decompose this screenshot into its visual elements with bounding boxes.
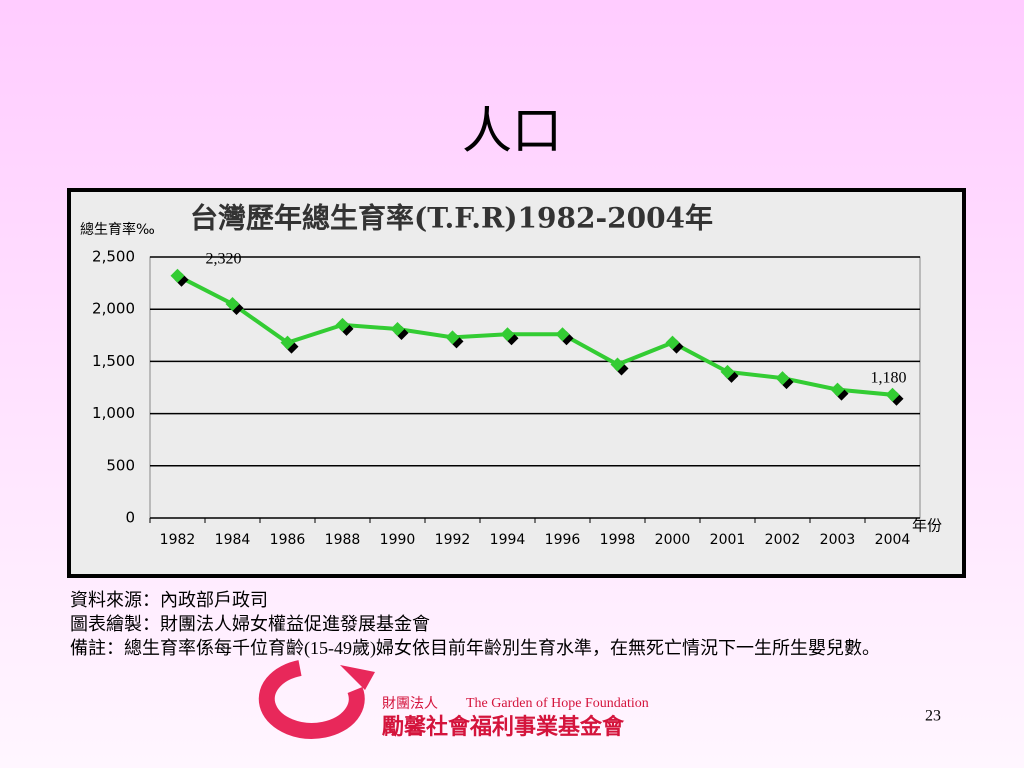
logo-prefix: 財團法人 xyxy=(382,696,438,712)
x-tick-label: 1984 xyxy=(215,532,251,548)
marker xyxy=(720,364,735,379)
note: 資料來源：內政部戶政司 xyxy=(70,590,268,610)
note: 備註：總生育率係每千位育齡(15-49歲)婦女依目前年齡別生育水準，在無死亡情況… xyxy=(70,638,880,658)
marker xyxy=(225,296,240,311)
y-tick-label: 1,000 xyxy=(92,404,135,422)
data-label: 2,320 xyxy=(206,250,242,267)
x-axis-label: 年份 xyxy=(912,517,942,535)
x-tick-label: 1996 xyxy=(545,532,581,548)
y-tick-label: 2,500 xyxy=(92,248,135,266)
x-tick-label: 2004 xyxy=(875,532,911,548)
marker xyxy=(445,330,460,345)
data-label: 1,180 xyxy=(871,369,907,386)
note: 圖表繪製：財團法人婦女權益促進發展基金會 xyxy=(70,614,430,634)
marker xyxy=(885,387,900,402)
marker xyxy=(390,322,405,337)
x-tick-label: 1998 xyxy=(600,532,636,548)
x-tick-label: 1988 xyxy=(325,532,361,548)
logo-english: The Garden of Hope Foundation xyxy=(466,696,649,711)
chart-title: 台灣歷年總生育率(T.F.R)1982-2004年 xyxy=(190,202,713,235)
y-tick-label: 1,500 xyxy=(92,352,135,370)
x-tick-label: 2000 xyxy=(655,532,691,548)
slide-title: 人口 xyxy=(462,102,562,160)
logo-arrow xyxy=(340,665,375,690)
x-tick-label: 1982 xyxy=(160,532,196,548)
x-tick-label: 1992 xyxy=(435,532,471,548)
logo: 財團法人 The Garden of Hope Foundation 勵馨社會福… xyxy=(258,660,649,740)
x-tick-label: 2002 xyxy=(765,532,801,548)
x-tick-label: 1990 xyxy=(380,532,416,548)
notes: 資料來源：內政部戶政司 圖表繪製：財團法人婦女權益促進發展基金會 備註：總生育率… xyxy=(70,588,940,660)
logo-name: 勵馨社會福利事業基金會 xyxy=(382,714,625,740)
y-axis-label: 總生育率‰ xyxy=(80,221,155,238)
y-tick-label: 500 xyxy=(106,456,135,474)
marker xyxy=(830,382,845,397)
y-tick-label: 2,000 xyxy=(92,300,135,318)
x-tick-label: 1986 xyxy=(270,532,306,548)
x-tick-label: 1994 xyxy=(490,532,526,548)
page-number: 23 xyxy=(925,708,941,725)
x-tick-label: 2001 xyxy=(710,532,746,548)
marker xyxy=(335,317,350,332)
marker xyxy=(775,371,790,386)
marker xyxy=(610,357,625,372)
marker xyxy=(555,327,570,342)
marker xyxy=(170,268,185,283)
logo-mark xyxy=(258,660,365,739)
y-tick-label: 0 xyxy=(125,509,135,527)
x-tick-label: 2003 xyxy=(820,532,856,548)
marker xyxy=(500,327,515,342)
line xyxy=(176,274,893,397)
marker xyxy=(665,335,680,350)
marker xyxy=(280,335,295,350)
